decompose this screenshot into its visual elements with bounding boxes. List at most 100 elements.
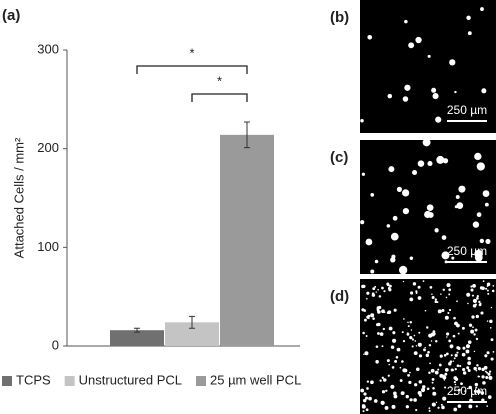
cell: [486, 351, 490, 355]
scale-label: 250 µm: [447, 384, 487, 398]
cell: [432, 391, 437, 396]
cell: [472, 283, 476, 288]
cell: [478, 375, 481, 378]
cell: [402, 280, 405, 283]
cell: [477, 367, 482, 371]
cell: [454, 90, 457, 94]
cell: [434, 370, 439, 375]
cell: [486, 285, 489, 287]
cell: [448, 362, 452, 366]
cell: [456, 202, 464, 209]
cell: [424, 309, 427, 312]
cell: [444, 372, 448, 376]
cell: [488, 370, 492, 373]
cell: [386, 224, 391, 228]
cell: [401, 360, 404, 363]
cell: [405, 394, 409, 399]
cell: [470, 285, 473, 288]
cell: [409, 297, 414, 302]
cell: [361, 404, 366, 409]
cell: [471, 315, 475, 319]
annotation: *: [189, 45, 194, 60]
cell: [464, 390, 466, 392]
cell: [399, 379, 403, 383]
cell: [489, 327, 492, 329]
cell: [428, 212, 434, 218]
cell: [367, 34, 373, 40]
cell: [412, 282, 417, 286]
cell: [435, 401, 438, 404]
cell: [467, 340, 472, 344]
cell: [363, 392, 367, 396]
cell: [490, 357, 494, 361]
cell: [372, 287, 376, 291]
cell: [392, 338, 397, 343]
cell: [453, 357, 456, 360]
cell: [490, 306, 493, 309]
cell: [448, 293, 451, 296]
cell: [472, 221, 480, 228]
cell: [466, 366, 470, 370]
cell: [370, 313, 375, 318]
cell: [476, 212, 482, 218]
cell: [411, 345, 414, 348]
cell: [441, 308, 445, 312]
cell: [402, 189, 410, 197]
cell: [444, 315, 449, 320]
cell: [453, 407, 458, 412]
cell: [447, 311, 450, 315]
cell: [362, 331, 365, 335]
error-bar: [244, 121, 250, 149]
cell: [470, 329, 475, 334]
cell: [378, 295, 382, 298]
cell: [394, 360, 397, 363]
cell: [485, 238, 491, 245]
cell: [384, 405, 389, 410]
cell: [444, 386, 447, 389]
cell: [376, 306, 380, 309]
cell: [437, 309, 442, 314]
cell: [417, 342, 422, 347]
cell: [467, 387, 469, 390]
cell: [462, 346, 466, 350]
cell: [489, 319, 493, 324]
cell: [361, 172, 365, 176]
cell: [434, 300, 438, 304]
cell: [415, 36, 422, 44]
cell: [473, 366, 477, 371]
cell: [446, 332, 450, 336]
cell: [407, 321, 409, 324]
cell: [408, 42, 415, 49]
cell: [482, 280, 485, 283]
cell: [435, 339, 438, 343]
error-bar: [134, 327, 140, 333]
cell: [462, 371, 467, 375]
cell: [486, 320, 489, 322]
cell: [467, 356, 471, 361]
cell: [420, 387, 426, 393]
cell: [480, 7, 484, 11]
cell: [407, 325, 410, 328]
cell: [376, 323, 380, 327]
cell: [466, 292, 471, 297]
cell: [467, 31, 472, 36]
cell: [371, 292, 375, 295]
cell: [386, 359, 390, 363]
cell: [461, 326, 465, 330]
cell: [454, 367, 457, 371]
cell: [445, 352, 449, 356]
cell: [365, 334, 368, 337]
cell: [476, 364, 479, 367]
error-bar: [189, 315, 195, 329]
cell: [448, 339, 452, 343]
cell: [450, 354, 453, 357]
cell: [390, 384, 395, 389]
cell: [372, 317, 375, 320]
cell: [424, 346, 426, 349]
cell: [417, 160, 425, 167]
cell: [441, 251, 450, 260]
cell: [402, 340, 406, 343]
cell: [484, 202, 489, 207]
cell: [380, 400, 385, 405]
